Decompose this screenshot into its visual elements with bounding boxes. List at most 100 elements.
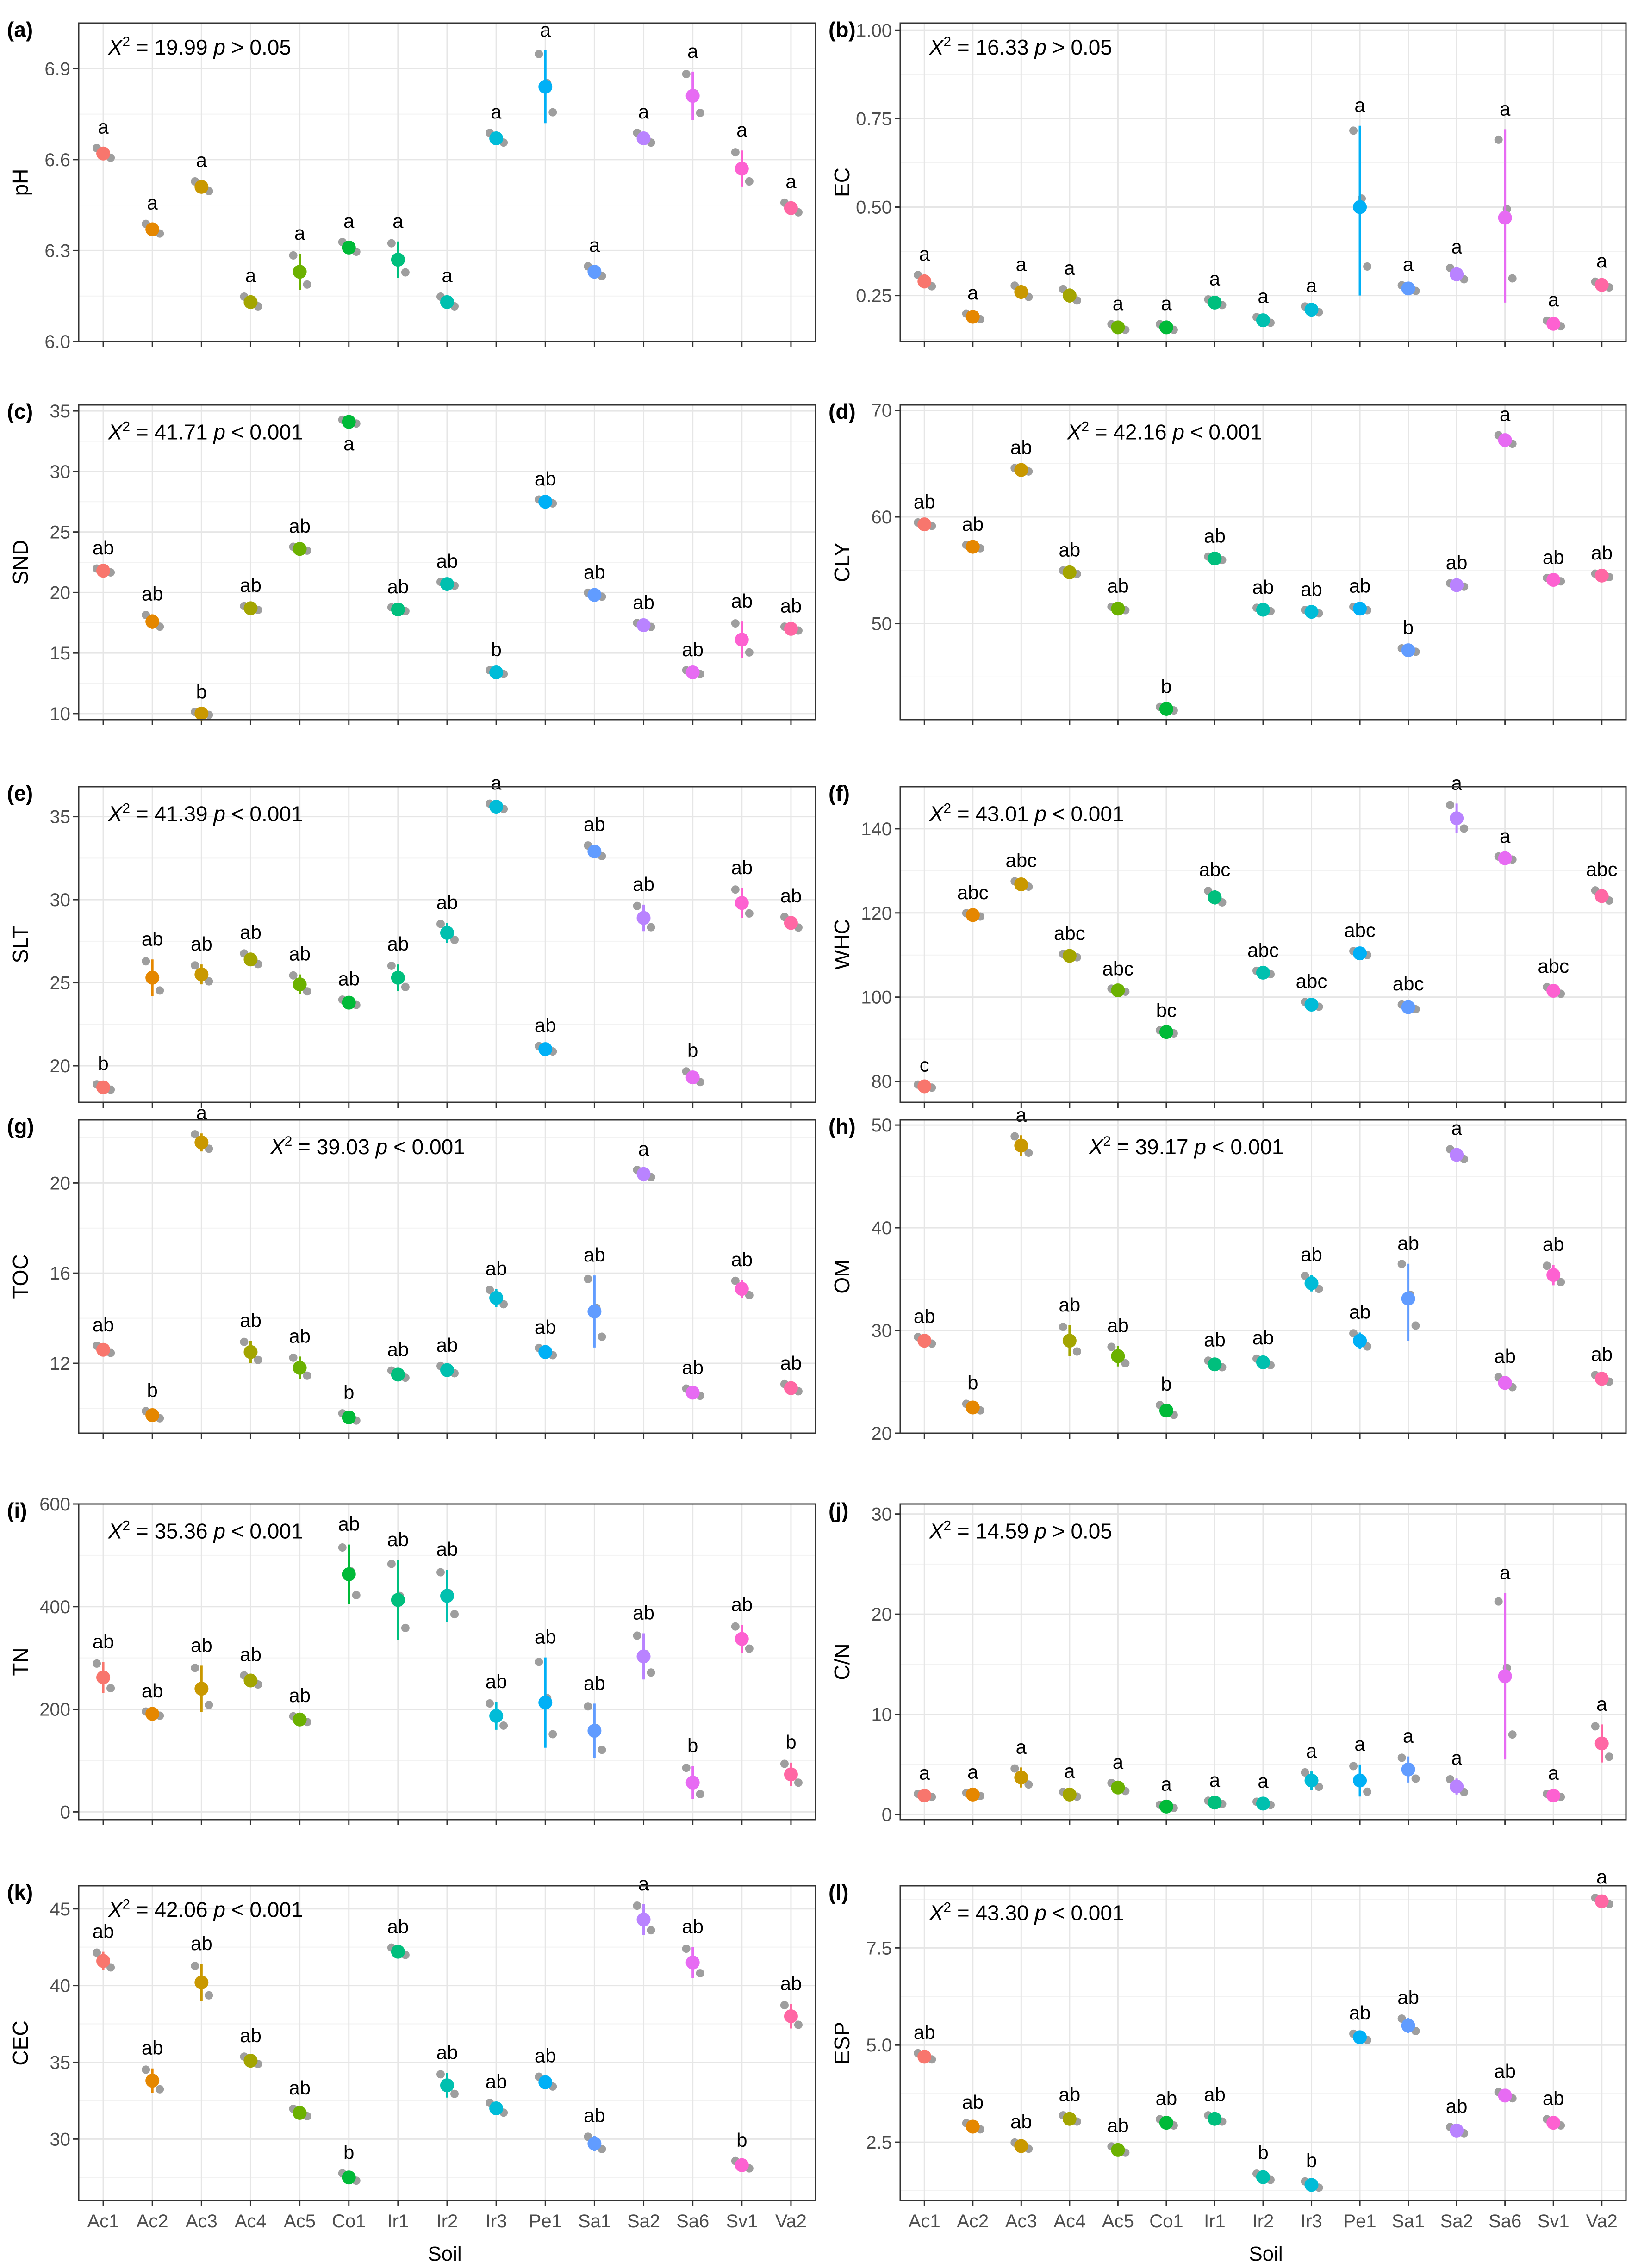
group-letter: a xyxy=(1161,292,1172,314)
mean-point-ac3 xyxy=(194,1975,209,1989)
mean-point-ac2 xyxy=(965,1787,980,1802)
mean-point-pe1 xyxy=(1353,1773,1367,1788)
group-letter: ab xyxy=(1446,2095,1468,2117)
group-letter: ab xyxy=(142,2037,163,2059)
y-tick-label: 1.00 xyxy=(856,20,892,41)
group-letter: ab xyxy=(731,1249,753,1270)
x-tick-label-sa1: Sa1 xyxy=(578,2211,611,2231)
y-tick-label: 120 xyxy=(861,903,892,924)
group-letter: ab xyxy=(289,515,311,537)
raw-point xyxy=(745,177,754,186)
raw-point xyxy=(191,961,199,970)
y-tick-label: 5.0 xyxy=(866,2035,892,2056)
mean-point-ac3 xyxy=(194,180,209,194)
panel-toc: 12 16 20 TOC (g) X2 = 39.03 p < 0.001 ab b a ab ab… xyxy=(7,1102,816,1439)
mean-point-co1 xyxy=(1159,1799,1173,1814)
group-letter: ab xyxy=(1156,2088,1177,2109)
group-letter: ab xyxy=(731,1594,753,1616)
raw-point xyxy=(191,1130,199,1139)
raw-point xyxy=(450,1610,459,1619)
group-letter: a xyxy=(245,265,256,286)
group-letter: ab xyxy=(93,1920,114,1942)
mean-point-ir3 xyxy=(1304,1276,1319,1290)
group-letter: ab xyxy=(914,1305,935,1327)
mean-point-co1 xyxy=(1159,702,1173,716)
mean-point-ac5 xyxy=(1111,983,1125,998)
mean-point-sa2 xyxy=(636,911,651,925)
group-letter: ab xyxy=(780,595,802,617)
raw-point xyxy=(486,1699,494,1708)
mean-point-ir2 xyxy=(1256,1355,1270,1369)
group-letter: a xyxy=(1354,1733,1365,1755)
y-tick-label: 20 xyxy=(50,1173,71,1193)
x-tick-label-ac1: Ac1 xyxy=(87,2211,119,2231)
raw-point xyxy=(387,1560,396,1568)
mean-point-sa6 xyxy=(685,1955,700,1970)
y-tick-label: 600 xyxy=(39,1494,70,1515)
y-tick-label: 30 xyxy=(50,890,71,910)
mean-point-sa1 xyxy=(587,1304,602,1318)
group-letter: ab xyxy=(1349,1301,1371,1323)
mean-point-ir1 xyxy=(1208,2112,1222,2126)
raw-point xyxy=(633,1631,641,1640)
x-tick-label-sa6: Sa6 xyxy=(1489,2211,1521,2231)
raw-point xyxy=(436,1568,445,1577)
plot-border xyxy=(899,404,1627,721)
group-letter: a xyxy=(491,772,502,794)
raw-point xyxy=(303,987,311,996)
group-letter: ab xyxy=(1059,2083,1081,2105)
mean-point-ac5 xyxy=(293,1361,307,1375)
x-tick-label-ac4: Ac4 xyxy=(235,2211,267,2231)
raw-point xyxy=(303,280,311,289)
raw-point xyxy=(682,70,691,79)
mean-point-ac1 xyxy=(917,1079,932,1094)
mean-point-ac3 xyxy=(1014,463,1028,477)
panel-tag: (a) xyxy=(7,18,33,42)
x-tick-label-ac3: Ac3 xyxy=(186,2211,218,2231)
raw-point xyxy=(696,1790,704,1798)
group-letter: ab xyxy=(584,1244,605,1266)
plot-border xyxy=(899,1119,1627,1434)
raw-point xyxy=(1010,1764,1019,1773)
plot-border xyxy=(78,1503,816,1821)
mean-point-va2 xyxy=(1594,1894,1609,1908)
group-letter: ab xyxy=(535,2044,556,2066)
mean-point-ir3 xyxy=(1304,1773,1319,1788)
group-letter: ab xyxy=(338,968,360,989)
group-letter: a xyxy=(147,192,158,213)
mean-point-sa2 xyxy=(636,1649,651,1664)
mean-point-ac5 xyxy=(293,1712,307,1727)
group-letter: ab xyxy=(142,1680,163,1702)
mean-point-pe1 xyxy=(538,80,553,94)
group-letter: ab xyxy=(962,2091,984,2113)
mean-point-sa2 xyxy=(1450,2123,1464,2138)
group-letter: ab xyxy=(240,2025,262,2046)
raw-point xyxy=(191,1664,199,1672)
mean-point-ac2 xyxy=(145,1408,160,1423)
raw-point xyxy=(436,2070,445,2079)
group-letter: a xyxy=(1064,1760,1075,1782)
y-tick-label: 15 xyxy=(50,643,71,664)
group-letter: b xyxy=(343,2141,354,2163)
raw-point xyxy=(1301,1768,1309,1777)
mean-point-sv1 xyxy=(735,633,749,647)
mean-point-ac4 xyxy=(243,295,258,309)
group-letter: a xyxy=(343,433,355,454)
y-tick-label: 25 xyxy=(50,973,71,994)
raw-point xyxy=(142,2065,150,2074)
x-tick-label-co1: Co1 xyxy=(332,2211,366,2231)
mean-point-ac5 xyxy=(293,265,307,279)
mean-point-ac4 xyxy=(1062,949,1077,963)
raw-point xyxy=(584,1274,592,1283)
group-letter: a xyxy=(967,282,978,304)
kruskal-stat: X2 = 42.06 p < 0.001 xyxy=(108,1897,303,1922)
group-letter: a xyxy=(736,119,747,141)
raw-point xyxy=(1605,1752,1613,1761)
mean-point-ac2 xyxy=(145,615,160,629)
group-letter: ab xyxy=(682,1357,704,1379)
panel-tag: (k) xyxy=(7,1880,33,1904)
